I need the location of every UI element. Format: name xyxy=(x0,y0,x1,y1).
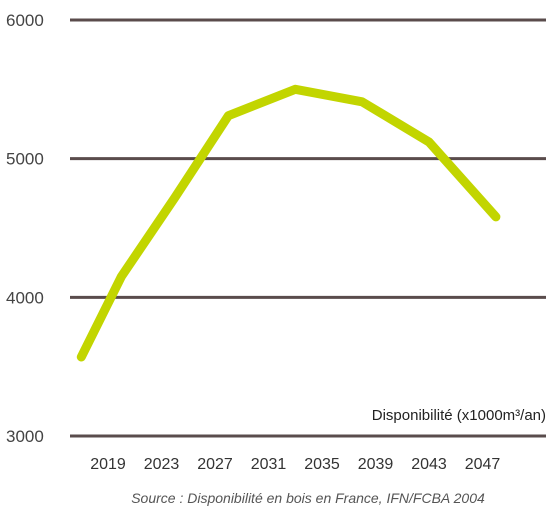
series-group xyxy=(76,84,501,362)
x-tick-label-2027: 2027 xyxy=(197,456,233,473)
series-line-0 xyxy=(76,84,501,362)
y-tick-label-4000: 4000 xyxy=(6,288,44,307)
x-tick-label-2031: 2031 xyxy=(251,456,287,473)
y-tick-label-5000: 5000 xyxy=(6,150,44,169)
x-tick-label-2043: 2043 xyxy=(411,456,447,473)
x-tick-label-2023: 2023 xyxy=(144,456,180,473)
y-tick-label-3000: 3000 xyxy=(6,427,44,446)
y-tick-label-6000: 6000 xyxy=(6,11,44,30)
x-tick-label-2035: 2035 xyxy=(304,456,340,473)
grid-lines xyxy=(70,18,546,438)
unit-label: Disponibilité (x1000m³/an) xyxy=(372,407,546,424)
source-note: Source : Disponibilité en bois en France… xyxy=(131,490,485,506)
y-axis-ticks: 3000 4000 5000 6000 xyxy=(6,11,44,446)
x-axis-ticks: 2019 2023 2027 2031 2035 2039 2043 2047 xyxy=(90,456,500,473)
x-tick-label-2039: 2039 xyxy=(358,456,394,473)
x-tick-label-2047: 2047 xyxy=(465,456,501,473)
x-tick-label-2019: 2019 xyxy=(90,456,126,473)
